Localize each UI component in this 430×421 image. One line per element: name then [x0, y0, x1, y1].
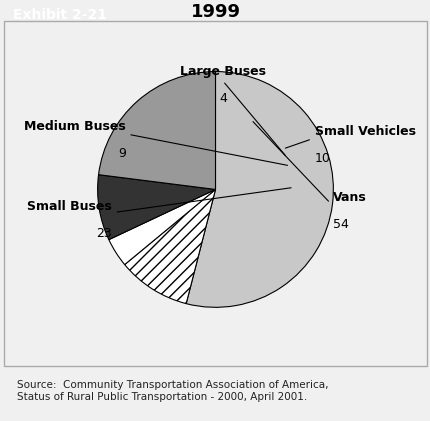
- Wedge shape: [97, 175, 215, 240]
- Wedge shape: [98, 72, 215, 189]
- Text: Large Buses: Large Buses: [180, 65, 265, 78]
- Wedge shape: [186, 72, 333, 307]
- Text: 10: 10: [314, 152, 330, 165]
- Wedge shape: [109, 189, 215, 264]
- Text: 23: 23: [96, 227, 111, 240]
- Text: 4: 4: [218, 92, 227, 105]
- Text: 9: 9: [118, 147, 126, 160]
- Text: Exhibit 2-21: Exhibit 2-21: [13, 8, 107, 22]
- Title: Fleet Composition of Rural Transit Operators,
1999: Fleet Composition of Rural Transit Opera…: [0, 0, 430, 21]
- Wedge shape: [124, 189, 215, 304]
- Text: Small Vehicles: Small Vehicles: [314, 125, 415, 138]
- Text: Source:  Community Transportation Association of America,
Status of Rural Public: Source: Community Transportation Associa…: [17, 380, 328, 402]
- Text: 54: 54: [333, 218, 348, 231]
- Text: Small Buses: Small Buses: [27, 200, 111, 213]
- Text: Medium Buses: Medium Buses: [24, 120, 126, 133]
- Text: Vans: Vans: [333, 191, 366, 204]
